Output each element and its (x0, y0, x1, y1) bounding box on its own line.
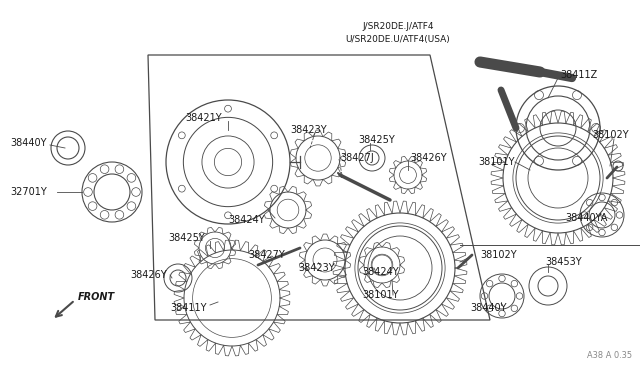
Text: 32701Y: 32701Y (10, 187, 47, 197)
Text: 38427J: 38427J (340, 153, 374, 163)
Text: 38426Y: 38426Y (410, 153, 447, 163)
Text: 38411Y: 38411Y (170, 303, 207, 313)
Text: 38101Y: 38101Y (478, 157, 515, 167)
Text: 38440Y: 38440Y (10, 138, 47, 148)
Text: 38102Y: 38102Y (480, 250, 516, 260)
Text: 38425Y: 38425Y (358, 135, 395, 145)
Text: 38423Y: 38423Y (298, 263, 335, 273)
Text: FRONT: FRONT (78, 292, 115, 302)
Text: 38424Y: 38424Y (362, 267, 399, 277)
Text: 38421Y: 38421Y (185, 113, 221, 123)
Text: A38 A 0.35: A38 A 0.35 (587, 351, 632, 360)
Text: 38426Y: 38426Y (130, 270, 166, 280)
Text: 38423Y: 38423Y (290, 125, 326, 135)
Text: 38440Y: 38440Y (470, 303, 506, 313)
Text: 38101Y: 38101Y (362, 290, 399, 300)
Text: 38425Y: 38425Y (168, 233, 205, 243)
Text: 38424Y: 38424Y (228, 215, 264, 225)
Text: 38411Z: 38411Z (560, 70, 597, 80)
Text: 38440YA: 38440YA (565, 213, 607, 223)
Text: 38453Y: 38453Y (545, 257, 582, 267)
Text: 38102Y: 38102Y (592, 130, 628, 140)
Text: J/SR20DE.J/ATF4
U/SR20DE.U/ATF4(USA): J/SR20DE.J/ATF4 U/SR20DE.U/ATF4(USA) (346, 22, 451, 44)
Text: 38427Y: 38427Y (248, 250, 285, 260)
